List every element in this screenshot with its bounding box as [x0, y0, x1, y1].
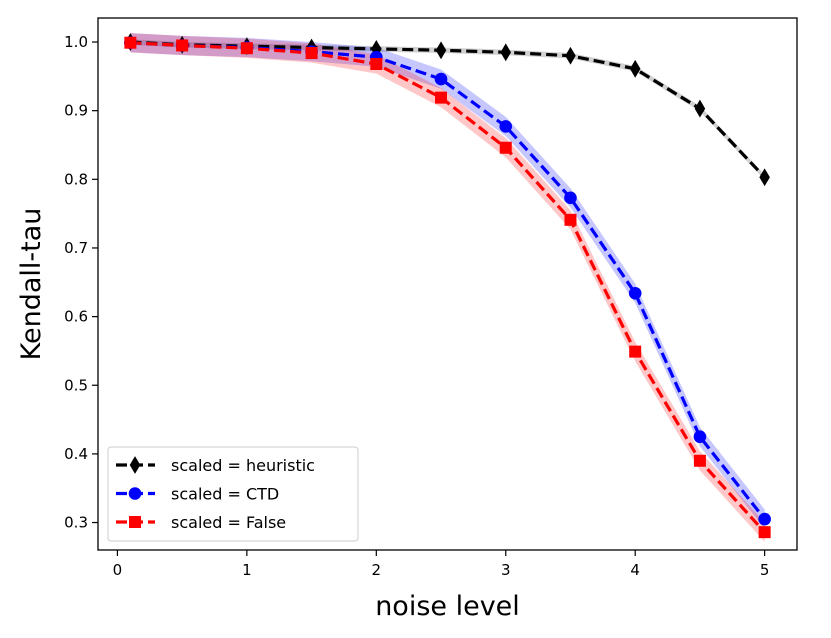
data-point — [499, 141, 512, 154]
x-axis-title: noise level — [375, 591, 520, 622]
x-axis-ticks: 0 1 2 3 4 5 — [113, 550, 770, 579]
x-tick-label: 0 — [113, 561, 123, 579]
x-tick-label: 5 — [760, 561, 770, 579]
y-tick-label: 0.4 — [64, 445, 88, 463]
data-point — [759, 168, 770, 187]
y-tick-label: 0.3 — [64, 514, 88, 532]
data-point — [500, 43, 512, 62]
data-point — [434, 72, 448, 86]
x-tick-label: 1 — [242, 561, 252, 579]
x-tick-label: 2 — [372, 561, 382, 579]
data-point — [435, 91, 448, 104]
data-point — [693, 430, 707, 444]
legend-box — [107, 446, 359, 542]
legend-marker — [128, 487, 142, 500]
data-point — [693, 454, 706, 467]
data-point — [176, 39, 189, 52]
legend-label: scaled = heuristic — [171, 456, 315, 475]
legend-marker — [129, 456, 141, 474]
data-point — [240, 42, 253, 55]
legend-marker — [129, 516, 141, 528]
data-point — [564, 213, 577, 226]
plot-frame — [97, 17, 798, 551]
y-axis-ticks: 0.3 0.4 0.5 0.6 0.7 0.8 0.9 1.0 — [64, 33, 98, 532]
y-tick-label: 1.0 — [64, 33, 88, 51]
data-point — [758, 526, 771, 539]
data-point — [629, 345, 642, 358]
x-tick-label: 4 — [630, 561, 640, 579]
data-point — [628, 286, 642, 300]
y-axis-title: Kendall-tau — [16, 208, 47, 361]
legend: scaled = heuristic scaled = CTD scaled = F… — [107, 446, 359, 542]
data-point — [694, 99, 706, 118]
data-point — [435, 41, 447, 60]
legend-label: scaled = CTD — [171, 485, 279, 504]
y-tick-label: 0.9 — [64, 102, 88, 120]
data-point — [370, 57, 383, 70]
data-point — [305, 47, 318, 60]
y-tick-label: 0.8 — [64, 170, 88, 188]
data-point — [564, 191, 577, 205]
data-point — [499, 120, 513, 133]
y-tick-label: 0.7 — [64, 239, 88, 257]
y-tick-label: 0.5 — [64, 376, 88, 394]
x-tick-label: 3 — [501, 561, 511, 579]
legend-label: scaled = False — [171, 513, 286, 532]
data-point — [758, 512, 771, 526]
series-markers — [124, 33, 771, 539]
y-tick-label: 0.6 — [64, 308, 88, 326]
data-point — [629, 59, 641, 78]
data-point — [565, 46, 576, 65]
data-point — [124, 36, 137, 49]
